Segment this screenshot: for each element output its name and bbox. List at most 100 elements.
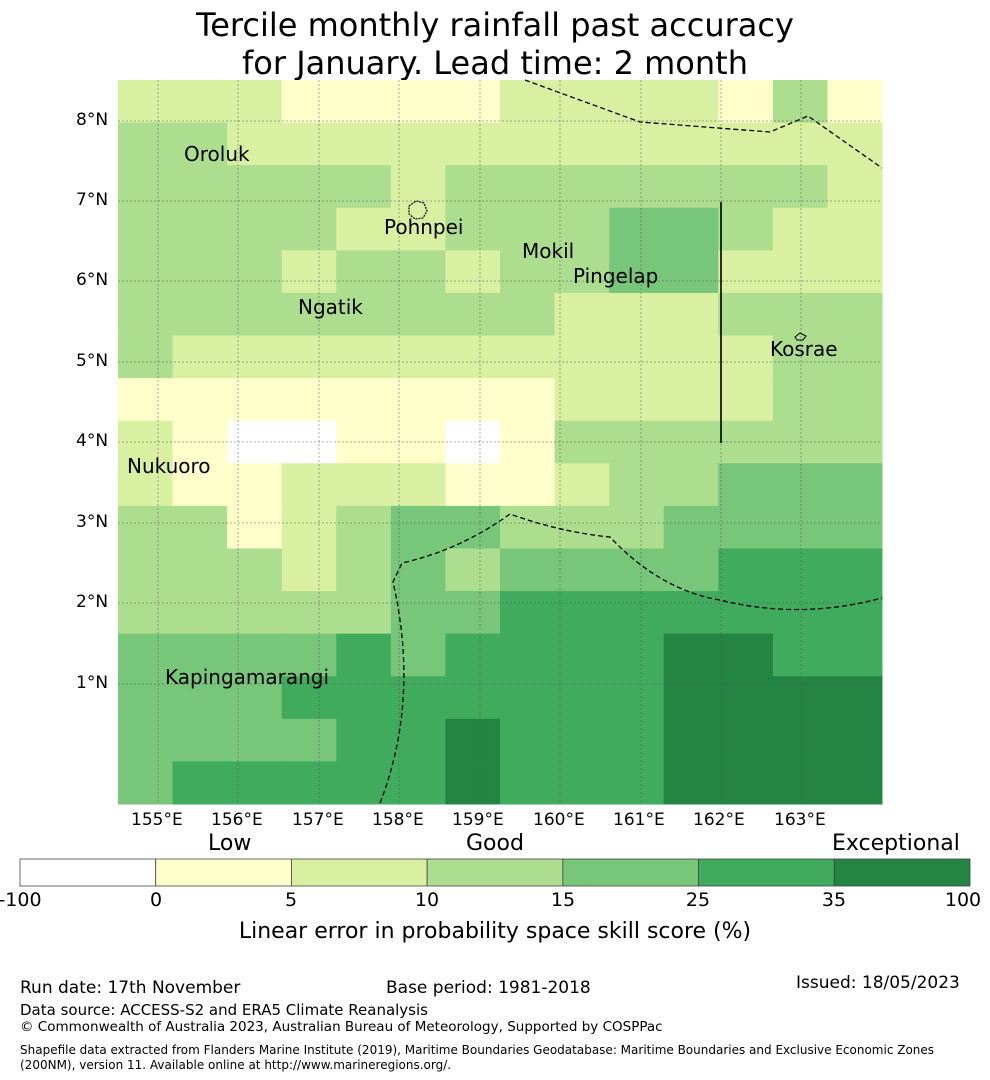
grid-cell (172, 292, 228, 337)
grid-cell (172, 207, 228, 251)
grid-cell (827, 761, 883, 805)
grid-cell (281, 335, 337, 379)
grid-cell (336, 165, 392, 209)
grid-cell (718, 335, 774, 379)
shapefile-credit-line1: Shapefile data extracted from Flanders M… (20, 1043, 935, 1057)
map-title-line1: Tercile monthly rainfall past accuracy (196, 6, 794, 44)
grid-cell (172, 676, 228, 720)
grid-cell (336, 718, 392, 762)
data-source: Data source: ACCESS-S2 and ERA5 Climate … (20, 1001, 428, 1019)
grid-cell (390, 633, 446, 677)
grid-cell (390, 80, 446, 124)
grid-cell (500, 591, 556, 635)
grid-cell (663, 207, 719, 251)
grid-cell (118, 378, 174, 422)
grid-cell (663, 761, 719, 805)
eez-boundary-north (524, 79, 883, 169)
grid-cell (118, 591, 174, 635)
grid-cell (445, 250, 501, 294)
grid-cell (827, 718, 883, 762)
grid-cell (281, 505, 337, 549)
lat-label-2n: 2°N (76, 592, 109, 612)
grid-cell (336, 207, 392, 251)
grid-cell (500, 718, 556, 762)
grid-cell (172, 633, 228, 677)
grid-cell (390, 250, 446, 294)
grid-cell (281, 165, 337, 209)
grid-cell (445, 633, 501, 677)
grid-cell (554, 676, 610, 720)
grid-cell (390, 676, 446, 720)
grid-cell (718, 548, 774, 592)
category-low: Low (208, 831, 252, 856)
grid-cell (772, 463, 828, 507)
grid-cell (772, 420, 828, 464)
grid-cell (390, 122, 446, 166)
place-label-pingelap: Pingelap (573, 264, 659, 288)
grid-cell (118, 250, 174, 294)
grid-cell (718, 718, 774, 762)
grid-cell (227, 761, 283, 805)
grid-cell (336, 761, 392, 805)
grid-cell (718, 420, 774, 464)
eez-boundary-south (379, 513, 883, 804)
grid-cell (118, 761, 174, 805)
grid-cell (227, 420, 283, 464)
grid-cell (609, 420, 665, 464)
grid-cell (172, 591, 228, 635)
lon-label-156e: 156°E (211, 810, 263, 830)
grid-cell (445, 335, 501, 379)
grid-cell (500, 548, 556, 592)
grid-cell (609, 676, 665, 720)
grid-cell (609, 207, 665, 251)
grid-cell (718, 463, 774, 507)
grid-cell (609, 463, 665, 507)
grid-cell (118, 633, 174, 677)
grid-cell (118, 420, 174, 464)
grid-cell (227, 165, 283, 209)
grid-cell (663, 505, 719, 549)
grid-cell (336, 250, 392, 294)
grid-cell (827, 165, 883, 209)
grid-cell (554, 761, 610, 805)
lon-label-159e: 159°E (452, 810, 504, 830)
grid-cell (772, 676, 828, 720)
grid-cell (227, 80, 283, 124)
grid-cell (445, 207, 501, 251)
grid-cell (663, 420, 719, 464)
run-date: Run date: 17th November (20, 978, 241, 998)
grid-cell (772, 335, 828, 379)
shapefile-credit-line2: (200NM), version 11. Available online at… (20, 1058, 452, 1072)
grid-cell (281, 80, 337, 124)
grid-cell (445, 761, 501, 805)
grid-cell (772, 548, 828, 592)
grid-cell (118, 548, 174, 592)
grid-cell (663, 335, 719, 379)
grid-cell (172, 718, 228, 762)
grid-cell (445, 718, 501, 762)
grid-cell (827, 548, 883, 592)
grid-cell (500, 165, 556, 209)
grid-cell (663, 122, 719, 166)
grid-cell (827, 463, 883, 507)
grid-cell (336, 676, 392, 720)
grid-cell (663, 548, 719, 592)
grid-cell (118, 292, 174, 337)
grid-cell (281, 378, 337, 422)
grid-cell (336, 335, 392, 379)
grid-cell (118, 207, 174, 251)
grid-cell (718, 761, 774, 805)
cbar-tick-0: 0 (149, 889, 163, 911)
grid-cell (118, 718, 174, 762)
grid-cell (445, 463, 501, 507)
lon-label-158e: 158°E (372, 810, 424, 830)
grid-cell (609, 335, 665, 379)
grid-cell (281, 633, 337, 677)
grid-cell (118, 122, 174, 166)
grid-cell (172, 165, 228, 209)
grid-cell (663, 633, 719, 677)
cbar-tick-25: 25 (685, 889, 711, 911)
grid-cell (445, 80, 501, 124)
grid-cell (227, 676, 283, 720)
grid-cell (663, 378, 719, 422)
